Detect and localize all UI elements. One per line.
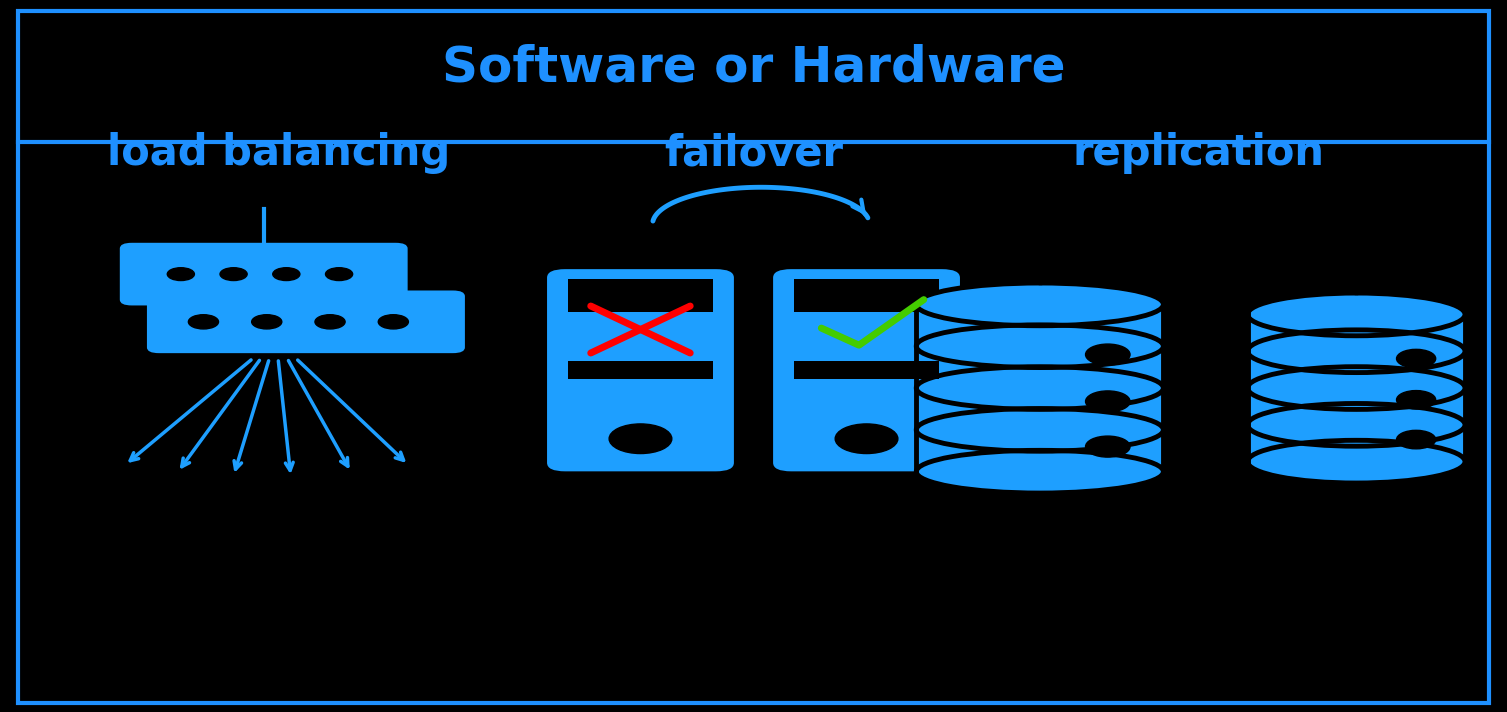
Circle shape xyxy=(167,268,194,281)
Text: replication: replication xyxy=(1071,132,1325,174)
Circle shape xyxy=(1397,350,1436,368)
FancyBboxPatch shape xyxy=(773,269,960,471)
Circle shape xyxy=(326,268,353,281)
Circle shape xyxy=(1397,430,1436,449)
Polygon shape xyxy=(916,305,1163,471)
Circle shape xyxy=(220,268,247,281)
Circle shape xyxy=(252,315,282,329)
Polygon shape xyxy=(1248,315,1465,461)
FancyBboxPatch shape xyxy=(568,361,713,379)
Ellipse shape xyxy=(1248,293,1465,336)
Circle shape xyxy=(1085,344,1130,365)
FancyBboxPatch shape xyxy=(146,290,464,353)
Circle shape xyxy=(1085,391,1130,412)
Ellipse shape xyxy=(916,283,1163,326)
Circle shape xyxy=(315,315,345,329)
Circle shape xyxy=(1397,391,1436,409)
Circle shape xyxy=(273,268,300,281)
Text: failover: failover xyxy=(665,132,842,174)
Text: Software or Hardware: Software or Hardware xyxy=(442,43,1065,92)
Circle shape xyxy=(609,424,672,454)
Circle shape xyxy=(835,424,898,454)
Text: load balancing: load balancing xyxy=(107,132,451,174)
FancyBboxPatch shape xyxy=(794,361,939,379)
Circle shape xyxy=(378,315,408,329)
Ellipse shape xyxy=(1248,440,1465,483)
FancyBboxPatch shape xyxy=(794,279,939,313)
Ellipse shape xyxy=(916,450,1163,493)
Circle shape xyxy=(1085,436,1130,457)
FancyBboxPatch shape xyxy=(568,279,713,313)
Circle shape xyxy=(188,315,219,329)
FancyBboxPatch shape xyxy=(119,243,407,305)
FancyBboxPatch shape xyxy=(547,269,734,471)
